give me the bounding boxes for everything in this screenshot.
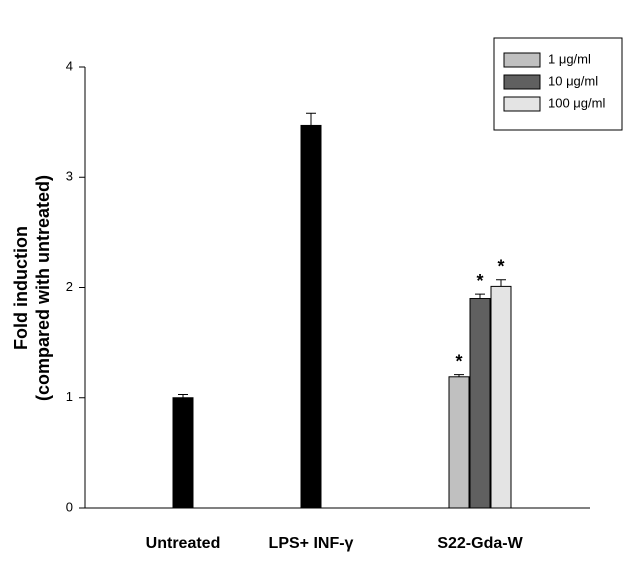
y-tick-label: 4: [66, 58, 73, 73]
bar: [448, 376, 470, 509]
y-tick-label: 2: [66, 279, 73, 294]
legend-label: 10 μg/ml: [548, 73, 598, 88]
legend-label: 100 μg/ml: [548, 95, 605, 110]
x-tick-label: LPS+ INF-γ: [269, 535, 354, 552]
error-bar: [496, 279, 506, 287]
bar: [490, 285, 512, 509]
legend-label: 1 μg/ml: [548, 51, 591, 66]
y-tick-label: 1: [66, 389, 73, 404]
x-tick-label: Untreated: [146, 535, 221, 552]
bar: [300, 124, 322, 509]
legend-swatch: [503, 74, 541, 90]
legend-swatch: [503, 96, 541, 112]
y-axis-label: (compared with untreated): [33, 175, 53, 401]
y-axis-label: Fold induction: [11, 226, 31, 350]
x-tick-label: S22-Gda-W: [437, 535, 523, 552]
legend-swatch: [503, 52, 541, 68]
bar: [469, 298, 491, 509]
error-bar: [178, 393, 188, 398]
error-bar: [475, 293, 485, 299]
annotation: *: [455, 351, 462, 371]
error-bar: [306, 112, 316, 126]
error-bar: [454, 374, 464, 377]
annotation: *: [476, 271, 483, 291]
bar: [172, 397, 194, 509]
y-tick-label: 3: [66, 169, 73, 184]
annotation: *: [497, 257, 504, 277]
y-tick-label: 0: [66, 499, 73, 514]
